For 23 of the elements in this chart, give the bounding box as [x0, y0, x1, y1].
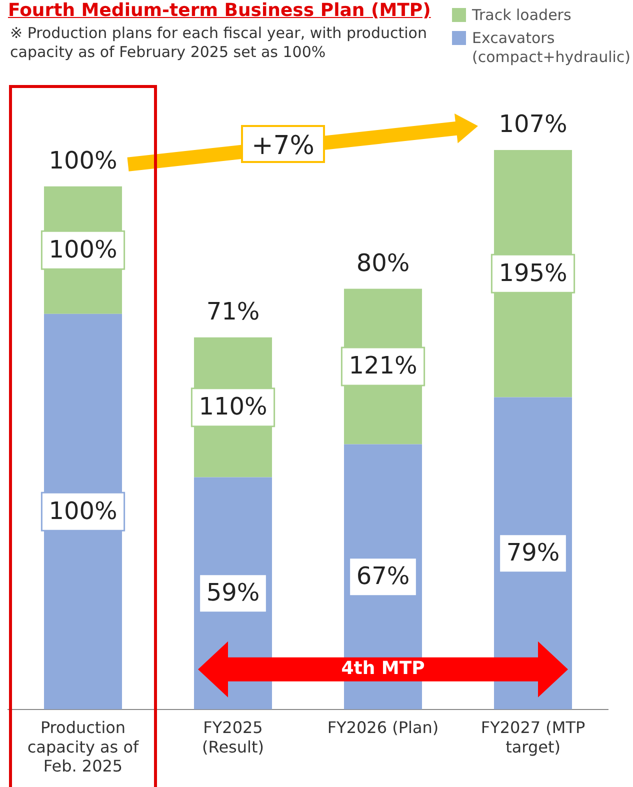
- text: 107%: [498, 110, 568, 138]
- x-tick-label: FY2026 (Plan): [327, 718, 439, 738]
- annotation: +7%: [241, 125, 325, 164]
- annotation: 100%: [48, 235, 118, 264]
- x-tick-label: FY2025 (Result): [202, 718, 264, 756]
- annotation: 79%: [506, 538, 560, 567]
- annotation: 195%: [498, 258, 568, 287]
- annotation: 67%: [356, 562, 410, 590]
- annotation: 4th MTP: [340, 657, 426, 682]
- chart-title: Fourth Medium-term Business Plan (MTP): [8, 0, 431, 21]
- annotation: 71%: [206, 298, 260, 326]
- annotation: 100%: [48, 496, 118, 525]
- annotation: 110%: [198, 392, 268, 421]
- annotation: 121%: [348, 352, 418, 380]
- annotation: 80%: [356, 248, 410, 277]
- annotation: 100%: [48, 146, 118, 175]
- chart-subtitle: ※ Production plans for each fiscal year, with production capacity as of February 2025 set as 100%: [10, 24, 428, 62]
- legend-label: Excavators (compact+hydraulic): [472, 29, 631, 67]
- x-tick-label: FY2027 (MTP target): [480, 718, 586, 756]
- bar: [44, 314, 122, 710]
- annotation: 59%: [206, 578, 260, 607]
- x-tick-label: Production capacity as of Feb. 2025: [27, 718, 140, 776]
- legend-label: Track loaders: [472, 6, 572, 25]
